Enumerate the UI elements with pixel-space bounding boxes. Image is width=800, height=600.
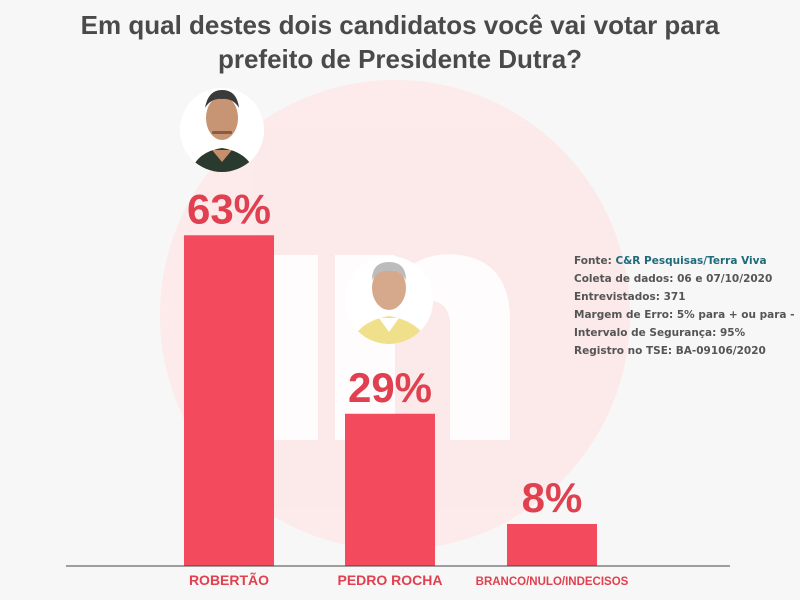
bar-branco-nulo-indecisos: [507, 524, 597, 566]
source-line-3: Margem de Erro: 5% para + ou para -: [574, 309, 795, 321]
source-prefix: Fonte:: [574, 255, 616, 267]
source-org: C&R Pesquisas/Terra Viva: [615, 255, 767, 267]
source-line-1: Coleta de dados: 06 e 07/10/2020: [574, 273, 773, 285]
value-label-robertao: 63%: [187, 185, 271, 232]
bar-pedro-rocha: [345, 413, 435, 566]
source-line-5: Registro no TSE: BA-09106/2020: [574, 345, 766, 357]
source-line-2: Entrevistados: 371: [574, 291, 686, 303]
category-label-branco-nulo-indecisos: BRANCO/NULO/INDECISOS: [476, 576, 629, 588]
candidate-photo-pedro-rocha: [345, 256, 433, 344]
value-label-branco-nulo-indecisos: 8%: [522, 474, 583, 521]
source-line-4: Intervalo de Segurança: 95%: [574, 327, 746, 339]
category-label-robertao: ROBERTÃO: [189, 571, 269, 588]
source-line-org: Fonte: C&R Pesquisas/Terra Viva: [574, 252, 794, 270]
source-info: Fonte: C&R Pesquisas/Terra Viva Coleta d…: [574, 252, 795, 360]
chart-title: Em qual destes dois candidatos você vai …: [80, 10, 720, 74]
category-label-pedro-rocha: PEDRO ROCHA: [337, 572, 442, 588]
value-label-pedro-rocha: 29%: [348, 364, 432, 411]
bar-robertao: [184, 235, 274, 566]
